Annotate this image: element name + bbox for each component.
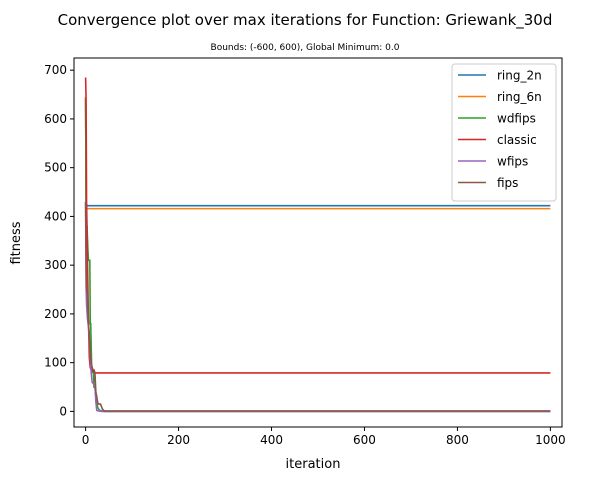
x-axis-label: iteration: [286, 457, 341, 472]
y-tick-label: 700: [44, 63, 67, 77]
y-tick-label: 500: [44, 161, 67, 175]
axes-frame: [73, 57, 563, 428]
y-tick-label: 300: [44, 258, 67, 272]
x-tick-label: 200: [167, 433, 190, 447]
y-tick-label: 0: [59, 404, 67, 418]
series-line-wfips: [84, 201, 551, 413]
y-tick-label: 400: [44, 209, 67, 223]
y-tick-label: 100: [44, 356, 67, 370]
x-tick-label: 1000: [535, 433, 566, 447]
x-tick-label: 600: [353, 433, 376, 447]
legend-label: wfips: [497, 155, 528, 169]
legend-box: [451, 63, 557, 202]
chart-title: Convergence plot over max iterations for…: [58, 11, 553, 30]
data-series: [84, 77, 551, 413]
y-axis-label: fitness: [9, 221, 24, 264]
legend-label: ring_2n: [497, 69, 542, 83]
legend-label: ring_6n: [497, 90, 542, 104]
axis-ticks: 0 200 400 600 800 1000 0 100 200 300 400 500 600 700: [44, 63, 566, 447]
x-tick-label: 400: [260, 433, 283, 447]
legend-label: fips: [497, 176, 518, 190]
chart-subtitle: Bounds: (-600, 600), Global Minimum: 0.0: [211, 43, 400, 53]
x-tick-label: 0: [82, 433, 90, 447]
legend-label: classic: [497, 133, 537, 147]
legend-label: wdfips: [497, 112, 536, 126]
x-tick-label: 800: [446, 433, 469, 447]
series-line-fips: [84, 201, 551, 412]
y-tick-label: 200: [44, 307, 67, 321]
y-tick-label: 600: [44, 112, 67, 126]
